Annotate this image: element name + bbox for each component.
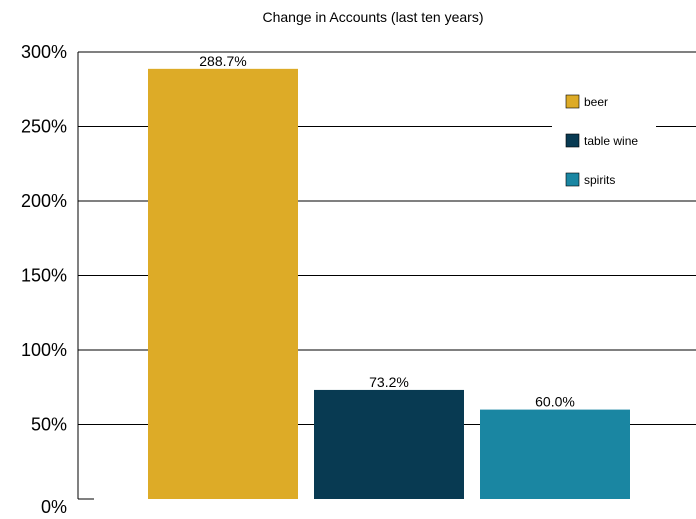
bar-spirits: [480, 409, 630, 499]
legend-label: beer: [584, 95, 608, 109]
legend-swatch: [565, 172, 580, 187]
bar-beer: [148, 68, 298, 499]
legend-swatch: [565, 94, 580, 109]
y-tick-label: 150%: [21, 266, 67, 286]
y-tick-label: 100%: [21, 340, 67, 360]
y-tick-label: 50%: [31, 415, 67, 435]
legend: beer table wine spirits: [552, 84, 656, 192]
y-tick-label: 0%: [41, 497, 67, 514]
y-axis: 0% 50% 100% 150% 200% 250% 300%: [21, 42, 79, 517]
chart-title: Change in Accounts (last ten years): [262, 9, 483, 25]
bar-value-label: 73.2%: [369, 374, 409, 390]
y-tick-label: 300%: [21, 42, 67, 62]
bar-value-labels: 288.7% 73.2% 60.0%: [199, 53, 575, 410]
bars: [148, 68, 630, 499]
legend-label: table wine: [584, 134, 638, 148]
y-tick-label: 250%: [21, 117, 67, 137]
y-tick-label: 200%: [21, 191, 67, 211]
legend-label: spirits: [584, 173, 615, 187]
bar-value-label: 288.7%: [199, 53, 246, 69]
legend-swatch: [565, 133, 580, 148]
bar-value-label: 60.0%: [535, 394, 575, 410]
bar-table-wine: [314, 389, 464, 499]
